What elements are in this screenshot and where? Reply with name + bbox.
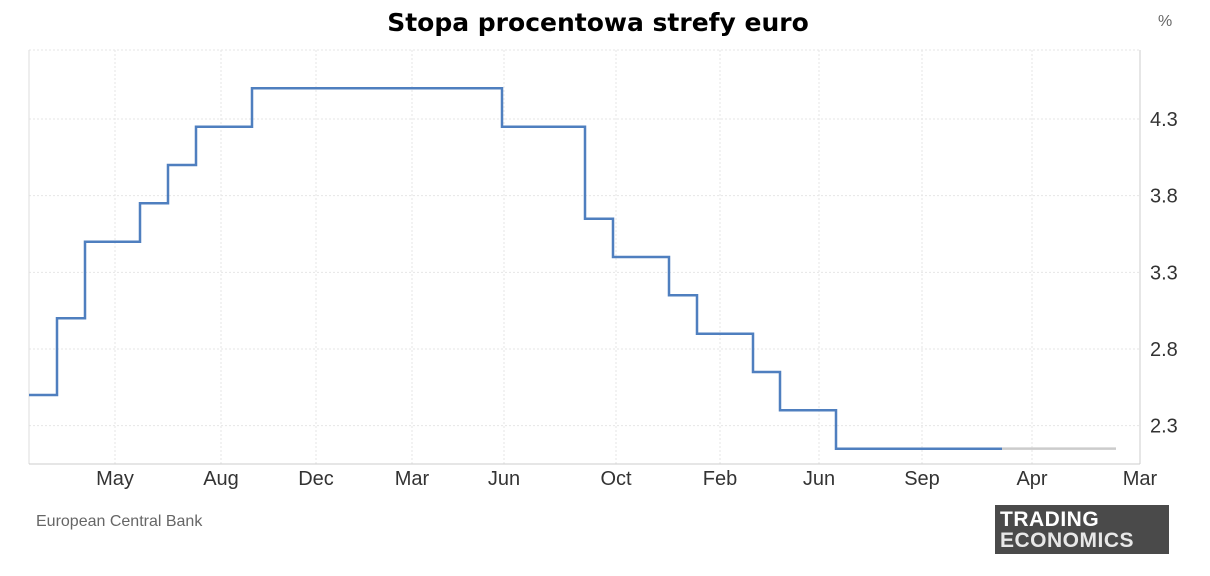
x-tick-label: Mar bbox=[395, 468, 430, 490]
y-tick-label: 3.3 bbox=[1150, 262, 1178, 284]
x-tick-label: May bbox=[96, 468, 134, 490]
axes bbox=[28, 50, 1141, 465]
tick-labels: 2.3 2.8 3.3 3.8 4.3 May Aug Dec Mar Jun Oct Feb Jun S… bbox=[96, 109, 1178, 490]
chart-title: Stopa procentowa strefy euro bbox=[387, 8, 809, 37]
y-tick-label: 2.8 bbox=[1150, 339, 1178, 361]
trading-economics-logo[interactable]: TRADING ECONOMICS bbox=[995, 505, 1169, 554]
y-tick-label: 4.3 bbox=[1150, 109, 1178, 131]
series-line-interest-rate bbox=[29, 87, 1002, 450]
source-label: European Central Bank bbox=[36, 513, 203, 530]
unit-label: % bbox=[1158, 13, 1173, 30]
x-tick-label: Jun bbox=[488, 468, 520, 490]
logo-line-2: ECONOMICS bbox=[1000, 529, 1135, 552]
x-tick-label: Oct bbox=[600, 468, 632, 490]
x-tick-label: Dec bbox=[298, 468, 334, 490]
y-tick-label: 3.8 bbox=[1150, 186, 1178, 208]
x-tick-label: Apr bbox=[1016, 468, 1047, 490]
y-tick-label: 2.3 bbox=[1150, 416, 1178, 438]
x-tick-label: Feb bbox=[703, 468, 737, 490]
x-tick-label: Mar bbox=[1123, 468, 1158, 490]
x-tick-label: Sep bbox=[904, 468, 940, 490]
x-tick-label: Jun bbox=[803, 468, 835, 490]
grid-lines bbox=[29, 49, 1141, 464]
series bbox=[29, 87, 1116, 450]
logo-line-1: TRADING bbox=[1000, 508, 1100, 531]
x-tick-label: Aug bbox=[203, 468, 239, 490]
